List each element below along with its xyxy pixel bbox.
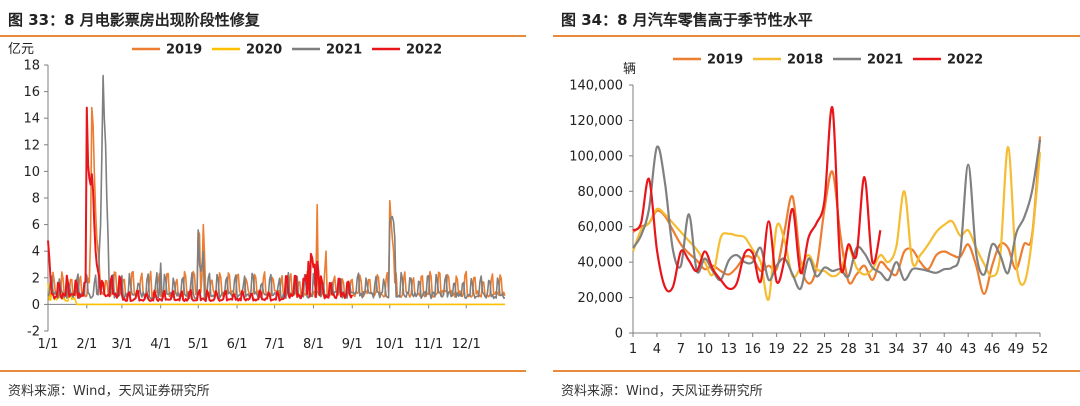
x-tick-label: 40 — [936, 342, 953, 357]
x-tick-label: 7 — [677, 342, 685, 357]
x-tick-label: 11/1 — [414, 337, 443, 352]
series-line-2021 — [632, 139, 1042, 291]
y-tick-label: 16 — [23, 85, 40, 100]
x-tick-label: 4/1 — [150, 337, 171, 352]
x-tick-label: 37 — [912, 342, 929, 357]
series-line-2019 — [47, 106, 506, 298]
x-tick-label: 4 — [653, 342, 661, 357]
y-tick-label: 20,000 — [578, 291, 624, 306]
y-tick-label: 18 — [23, 59, 40, 74]
x-tick-label: 31 — [864, 342, 881, 357]
source-rule — [0, 370, 526, 372]
series-line-2022 — [47, 106, 354, 302]
x-tick-label: 25 — [816, 342, 833, 357]
title-rule — [0, 35, 526, 37]
x-tick-label: 28 — [840, 342, 857, 357]
x-tick-label: 8/1 — [303, 337, 324, 352]
y-tick-label: 120,000 — [569, 114, 623, 129]
source-rule — [553, 370, 1080, 372]
y-tick-label: 14 — [23, 112, 40, 127]
x-tick-label: 52 — [1032, 342, 1049, 357]
y-tick-label: 12 — [23, 138, 40, 153]
x-tick-label: 49 — [1008, 342, 1025, 357]
y-tick-label: 2 — [32, 271, 40, 286]
y-tick-label: 8 — [32, 192, 40, 207]
x-tick-label: 34 — [888, 342, 905, 357]
source-note: 资料来源：Wind，天风证券研究所 — [8, 384, 210, 399]
auto-retail-chart: 辆 2019 2018 2021 2022 0 20,000 40,000 60,000 80,0… — [569, 53, 1049, 358]
y-tick-label: 0 — [32, 298, 40, 313]
source-note: 资料来源：Wind，天风证券研究所 — [561, 384, 763, 399]
x-tick-label: 1 — [629, 342, 637, 357]
x-tick-label: 46 — [984, 342, 1001, 357]
legend-label-2021: 2021 — [867, 53, 903, 68]
legend-label-2018: 2018 — [787, 53, 823, 68]
title-rule — [553, 35, 1080, 37]
y-tick-label: 80,000 — [578, 185, 624, 200]
series-line-2021 — [47, 74, 506, 300]
legend-label-2022: 2022 — [406, 43, 442, 58]
legend-label-2022: 2022 — [947, 53, 983, 68]
series-line-2020 — [47, 283, 505, 306]
x-tick-label: 13 — [720, 342, 737, 357]
x-tick-label: 6/1 — [227, 337, 248, 352]
x-tick-label: 7/1 — [264, 337, 285, 352]
x-tick-label: 16 — [744, 342, 761, 357]
y-tick-label: 60,000 — [578, 220, 624, 235]
x-tick-label: 9/1 — [342, 337, 363, 352]
legend-label-2020: 2020 — [246, 43, 282, 58]
x-tick-label: 5/1 — [188, 337, 209, 352]
y-tick-label: 140,000 — [569, 79, 623, 94]
x-tick-label: 10 — [697, 342, 714, 357]
legend-label-2019: 2019 — [166, 43, 202, 58]
legend-label-2021: 2021 — [326, 43, 362, 58]
x-tick-label: 2/1 — [76, 337, 97, 352]
x-tick-label: 43 — [960, 342, 977, 357]
figure-title: 图 34：8 月汽车零售高于季节性水平 — [561, 11, 813, 29]
legend-label-2019: 2019 — [707, 53, 743, 68]
panel-auto-retail: 图 34：8 月汽车零售高于季节性水平 辆 2019 2018 2021 2022 0 20… — [553, 0, 1080, 406]
x-tick-label: 1/1 — [38, 337, 59, 352]
y-tick-label: 0 — [615, 327, 623, 342]
x-tick-label: 10/1 — [375, 337, 404, 352]
y-tick-label: 100,000 — [569, 149, 623, 164]
x-tick-label: 22 — [792, 342, 809, 357]
figure-title: 图 33：8 月电影票房出现阶段性修复 — [8, 11, 260, 29]
x-tick-label: 12/1 — [452, 337, 481, 352]
y-tick-label: -2 — [27, 325, 40, 340]
y-axis-unit: 辆 — [623, 62, 636, 77]
y-tick-label: 6 — [32, 218, 40, 233]
x-tick-label: 3/1 — [111, 337, 132, 352]
x-tick-label: 19 — [768, 342, 785, 357]
movie-box-office-chart: 亿元 2019 2020 2021 2022 -2 0 2 4 6 8 10 12 14 16 18 1/1 2/… — [8, 42, 506, 352]
panel-movie-box-office: 图 33：8 月电影票房出现阶段性修复 亿元 2019 2020 2021 2022 -2… — [0, 0, 526, 406]
y-tick-label: 40,000 — [578, 256, 624, 271]
series-line-2022 — [632, 106, 882, 293]
y-tick-label: 10 — [23, 165, 40, 180]
y-tick-label: 4 — [32, 245, 40, 260]
y-axis-unit: 亿元 — [8, 42, 34, 57]
